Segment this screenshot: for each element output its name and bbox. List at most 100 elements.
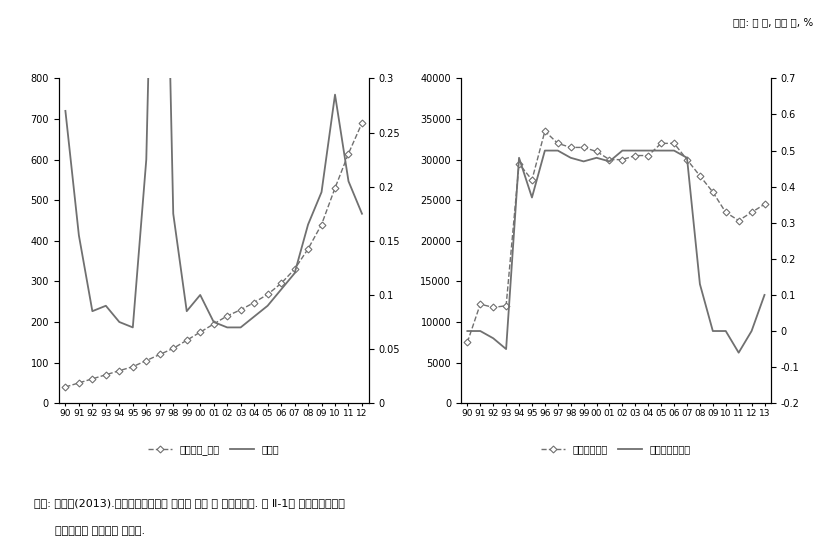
- 증가율: [330, 91, 340, 98]
- 정첵금융_전체: [249, 299, 259, 306]
- 정첵금융증가율: [592, 155, 602, 161]
- 정첵금융_전체: [235, 306, 246, 313]
- 증가율: [142, 156, 152, 163]
- 농업정첵금융: [747, 209, 757, 216]
- 정첵금융증가율: [644, 147, 654, 154]
- 농업정첵금융: [644, 152, 654, 159]
- 증가율: [168, 211, 178, 217]
- Legend: 정첵금융_전체, 증가율: 정첵금융_전체, 증가율: [144, 441, 283, 459]
- 정첵금융증가율: [695, 281, 705, 287]
- Line: 정첵금융증가율: 정첵금융증가율: [468, 151, 764, 353]
- 농업정첵금융: [708, 189, 718, 195]
- 농업정첵금융: [566, 144, 576, 151]
- 정첵금융_전체: [127, 363, 137, 370]
- 정첵금융_전체: [276, 280, 286, 287]
- Line: 증가율: 증가율: [65, 0, 362, 328]
- 정첵금융증가율: [682, 155, 692, 161]
- 농업정첵금융: [630, 152, 640, 159]
- 증가율: [235, 324, 246, 331]
- 농업정첵금융: [540, 128, 550, 134]
- 증가율: [209, 319, 219, 325]
- 증가율: [357, 211, 367, 217]
- 정첵금융증가율: [669, 147, 679, 154]
- 정첵금융증가율: [566, 155, 576, 161]
- 증가율: [195, 292, 205, 298]
- 정첵금융증가율: [630, 147, 640, 154]
- 증가율: [290, 270, 300, 277]
- 정첵금융증가율: [747, 328, 757, 334]
- 정첵금융증가율: [759, 292, 769, 298]
- 농업정첵금융: [618, 156, 628, 163]
- 정첵금융_전체: [182, 337, 192, 344]
- Legend: 농업정첵금융, 정첵금융증가율: 농업정첵금융, 정첵금융증가율: [537, 441, 695, 458]
- 정첵금융증가율: [514, 155, 524, 161]
- 정첵금융증가율: [733, 349, 743, 356]
- 정첵금융_전체: [317, 221, 327, 228]
- 농업정첵금융: [656, 140, 666, 147]
- 농업정첵금융: [475, 301, 485, 307]
- 정첵금융증가율: [501, 346, 511, 352]
- 정첵금융증가율: [540, 147, 550, 154]
- 증가율: [317, 189, 327, 195]
- 증가율: [60, 108, 70, 114]
- Line: 정첵금융_전체: 정첵금융_전체: [63, 120, 365, 389]
- 정첵금융_전체: [114, 367, 124, 374]
- 증가율: [249, 313, 259, 320]
- 정첵금융증가율: [604, 158, 614, 165]
- 농업정첵금융: [759, 201, 769, 208]
- 정첵금융_전체: [330, 185, 340, 192]
- 농업정첵금융: [682, 156, 692, 163]
- 정첵금융_전체: [168, 345, 178, 352]
- 정첵금융증가율: [656, 147, 666, 154]
- 증가율: [101, 302, 111, 309]
- Text: 자료: 손상호(2013).『한국정첵금융의 평가와 분석 및 미래비전』. 표 Ⅱ-1과 농림축산식품부: 자료: 손상호(2013).『한국정첵금융의 평가와 분석 및 미래비전』. 표…: [34, 498, 344, 508]
- Line: 농업정첵금융: 농업정첵금융: [465, 129, 767, 345]
- 정첵금융증가율: [463, 328, 473, 334]
- 농업정첵금융: [721, 209, 731, 216]
- 농업정첵금융: [463, 339, 473, 346]
- 증가율: [87, 308, 97, 315]
- 증가율: [303, 221, 313, 228]
- 증가율: [74, 232, 84, 239]
- 정첵금융_전체: [155, 351, 165, 358]
- 농업정첵금융: [489, 304, 499, 311]
- 농업정첵금융: [553, 140, 563, 147]
- 정첵금융증가율: [475, 328, 485, 334]
- 정첵금융증가율: [721, 328, 731, 334]
- 정첵금융_전체: [142, 357, 152, 364]
- 정첵금융증가율: [708, 328, 718, 334]
- 증가율: [276, 286, 286, 293]
- 증가율: [262, 302, 272, 309]
- 정첵금융_전체: [344, 150, 354, 157]
- 증가율: [114, 319, 124, 325]
- Text: 단위: 조 원, 십억 원, %: 단위: 조 원, 십억 원, %: [732, 17, 813, 27]
- 정첵금융증가율: [578, 158, 588, 165]
- 농업정첵금융: [578, 144, 588, 151]
- Text: 내부자료를 활용하여 재구성.: 내부자료를 활용하여 재구성.: [34, 526, 145, 536]
- 정첵금융_전체: [262, 291, 272, 298]
- 정첵금융_전체: [303, 246, 313, 253]
- 정첵금융_전체: [87, 375, 97, 382]
- 정첵금융_전체: [195, 329, 205, 335]
- 농업정첵금융: [695, 172, 705, 179]
- 정첵금융증가율: [527, 194, 537, 201]
- 정첵금융증가율: [489, 335, 499, 342]
- 정첵금융_전체: [74, 380, 84, 386]
- 정첵금융_전체: [101, 371, 111, 378]
- 정첵금융_전체: [290, 266, 300, 273]
- 농업정첵금융: [669, 140, 679, 147]
- 정첵금융증가율: [553, 147, 563, 154]
- 농업정첵금융: [733, 217, 743, 224]
- 증가율: [344, 178, 354, 185]
- 증가율: [127, 324, 137, 331]
- 정첵금융증가율: [618, 147, 628, 154]
- 정첵금융_전체: [357, 120, 367, 127]
- 정첵금융_전체: [209, 321, 219, 328]
- 증가율: [182, 308, 192, 315]
- 증가율: [222, 324, 232, 331]
- 농업정첵금융: [592, 148, 602, 155]
- 정첵금융_전체: [60, 384, 70, 390]
- 정첵금융_전체: [222, 312, 232, 319]
- 농업정첵금융: [514, 160, 524, 167]
- 농업정첵금융: [501, 302, 511, 309]
